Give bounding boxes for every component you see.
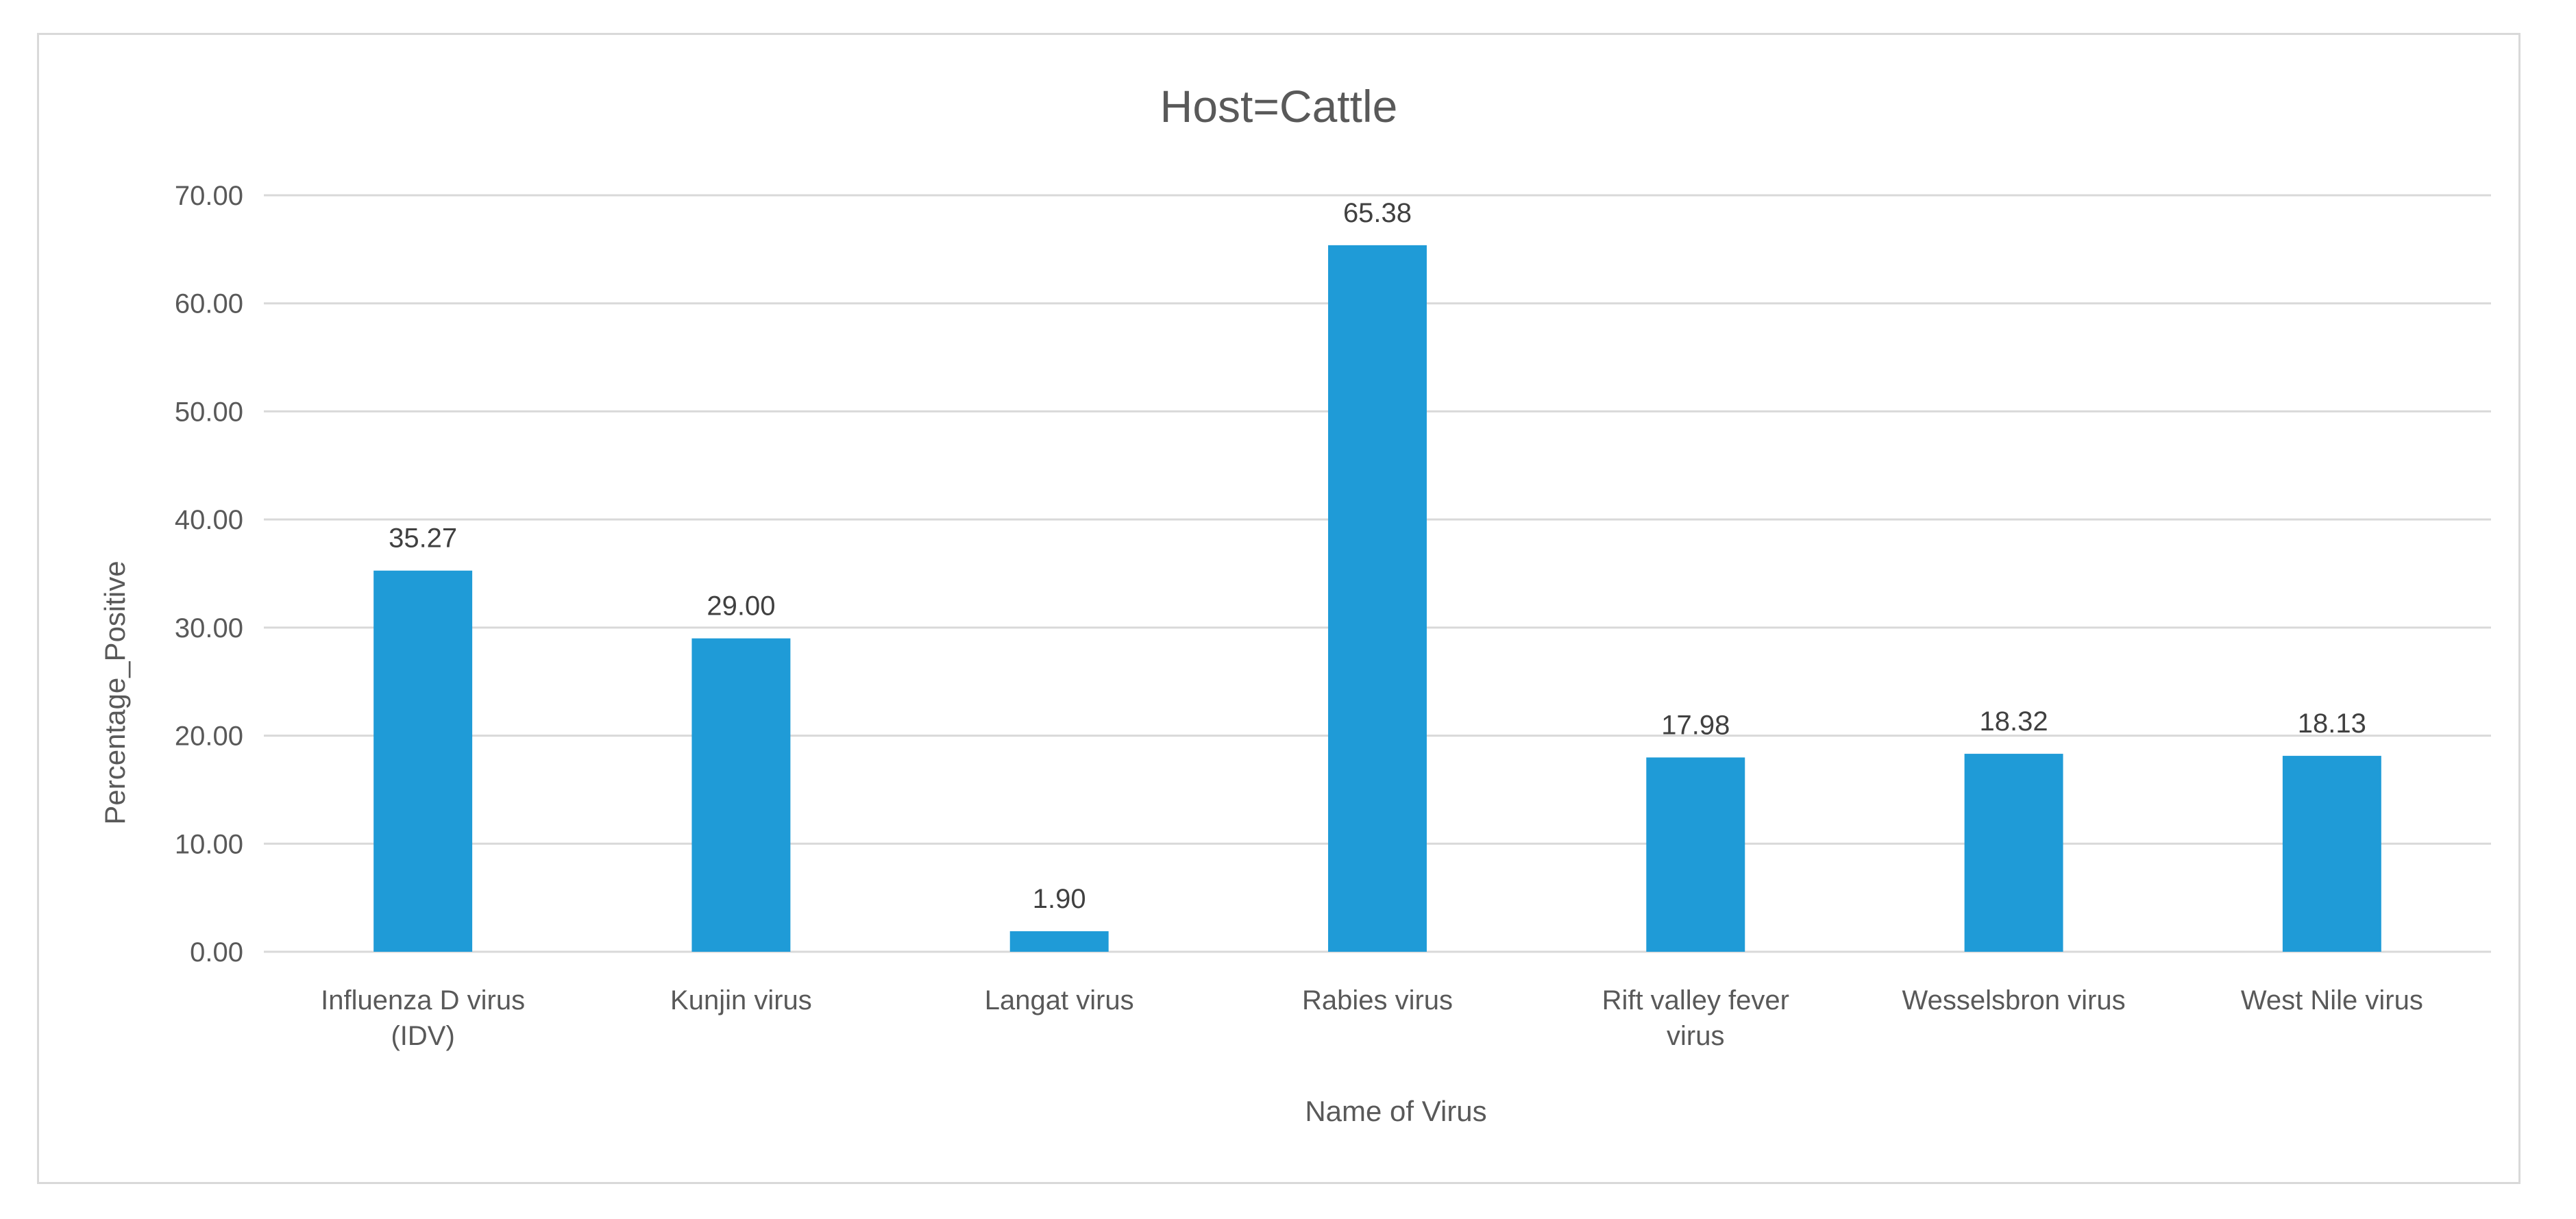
- y-tick-label: 10.00: [175, 829, 243, 859]
- bar-chart: Host=Cattle 0.00 10.00 20.00 30.00 40.00 50.0…: [99, 81, 2491, 1127]
- data-label: 29.00: [707, 591, 775, 621]
- data-label: 18.13: [2298, 709, 2366, 739]
- x-category-label: Langat virus: [985, 985, 1134, 1015]
- bar: [2282, 756, 2381, 952]
- x-category-label: Kunjin virus: [670, 985, 812, 1015]
- y-tick-label: 20.00: [175, 722, 243, 752]
- bar: [1646, 757, 1745, 952]
- y-tick-label: 60.00: [175, 289, 243, 319]
- y-axis-tick-labels: 0.00 10.00 20.00 30.00 40.00 50.00 60.00 70.00: [175, 181, 243, 968]
- bars: [373, 245, 2381, 952]
- y-tick-label: 0.00: [190, 937, 243, 968]
- bar: [373, 570, 473, 952]
- x-category-label: Rift valley fever virus: [1602, 985, 1789, 1051]
- data-label: 18.32: [1980, 706, 2048, 737]
- bar: [1328, 245, 1427, 952]
- y-tick-label: 30.00: [175, 613, 243, 643]
- x-category-label: West Nile virus: [2241, 985, 2423, 1015]
- chart-frame: Host=Cattle 0.00 10.00 20.00 30.00 40.00 50.0…: [37, 33, 2520, 1184]
- x-axis-title: Name of Virus: [1305, 1095, 1486, 1127]
- data-label: 65.38: [1343, 198, 1412, 228]
- bar: [1009, 931, 1109, 952]
- x-axis-category-labels: Influenza D virus (IDV) Kunjin virus Langat…: [321, 985, 2423, 1051]
- x-category-label: Rabies virus: [1302, 985, 1453, 1015]
- data-label: 1.90: [1033, 884, 1086, 914]
- data-label: 17.98: [1661, 710, 1730, 740]
- bar: [1964, 754, 2063, 952]
- y-axis-title: Percentage_Positive: [99, 561, 131, 824]
- y-tick-label: 50.00: [175, 397, 243, 427]
- x-category-label: Influenza D virus (IDV): [321, 985, 525, 1051]
- bar: [691, 638, 791, 952]
- data-labels: 35.27 29.00 1.90 65.38 17.98 18.32 18.13: [389, 198, 2366, 914]
- y-tick-label: 40.00: [175, 505, 243, 535]
- data-label: 35.27: [389, 524, 457, 554]
- chart-title: Host=Cattle: [1160, 81, 1398, 132]
- y-tick-label: 70.00: [175, 181, 243, 211]
- x-category-label: Wesselsbron virus: [1902, 985, 2126, 1015]
